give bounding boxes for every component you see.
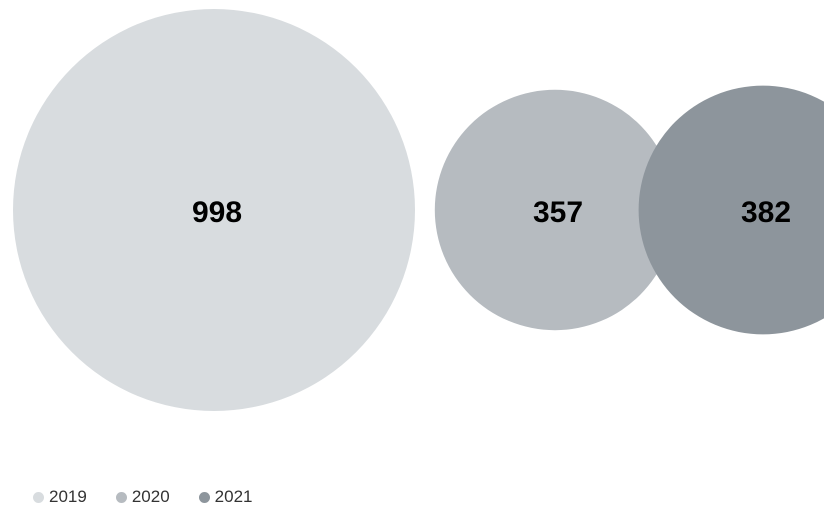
bubble-value-label-2020: 357 [533,196,583,229]
bubble-value-label-2019: 998 [192,196,242,229]
legend-label-2020: 2020 [131,487,170,506]
bubble-2020 [434,89,676,331]
bubble-2021 [638,85,824,335]
bubbles-group: 998 357 382 [13,9,824,411]
legend-swatch-2021 [198,491,210,503]
bubble-value-label-2021: 382 [741,196,791,229]
bubble-2019 [13,9,415,411]
legend-item-2021: 2021 [198,487,253,507]
legend-item-2019: 2019 [33,487,87,507]
legend-swatch-2020 [115,491,127,503]
legend-label-2019: 2019 [49,487,87,506]
legend-item-2020: 2020 [115,487,170,507]
legend: 2019 2020 2021 [33,487,281,507]
legend-label-2021: 2021 [214,487,253,506]
legend-swatch-2019 [33,491,44,503]
